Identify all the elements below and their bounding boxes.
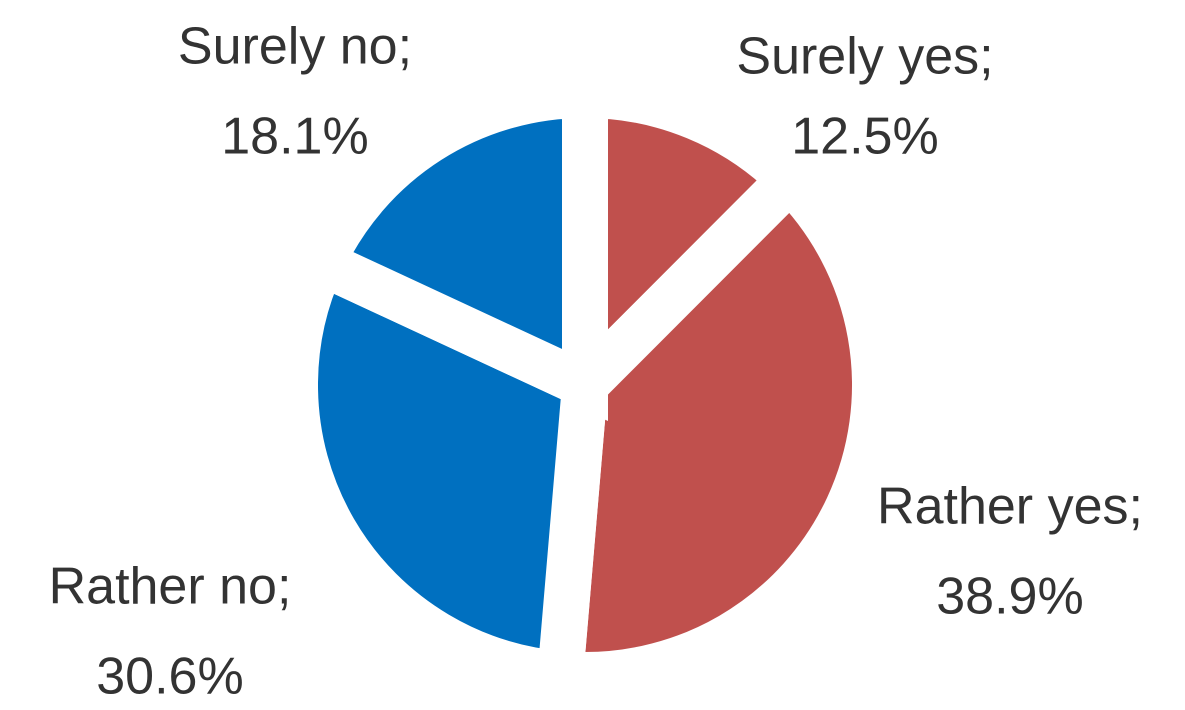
- slice-value-label: 12.5%: [791, 108, 938, 166]
- slice-label: Rather no;: [49, 558, 292, 616]
- slice-value-label: 18.1%: [221, 108, 368, 166]
- pie-slice: [535, 147, 898, 698]
- slice-value-label: 38.9%: [936, 568, 1083, 626]
- slice-label: Rather yes;: [877, 478, 1143, 536]
- slice-label: Surely no;: [178, 18, 412, 76]
- slice-value-label: 30.6%: [96, 648, 243, 706]
- pie-slice: [291, 71, 608, 422]
- slice-label: Surely yes;: [736, 28, 993, 86]
